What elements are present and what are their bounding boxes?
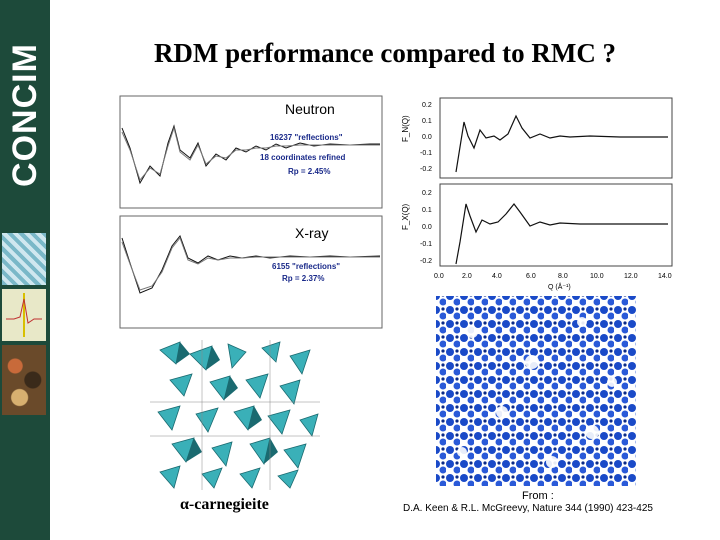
- carnegieite-caption: α-carnegieite: [180, 496, 269, 513]
- sidebar-banner: CONCIM 2003: [0, 0, 84, 540]
- xtick: 14.0: [658, 273, 672, 280]
- xlabel: Q (Å⁻¹): [548, 282, 571, 291]
- bottom-ytick: -0.1: [420, 241, 432, 248]
- neutron-stat-1: 16237 "reflections": [270, 133, 343, 142]
- fx-ylabel: F_X(Q): [401, 203, 410, 230]
- from-label: From :: [522, 490, 554, 502]
- top-ytick: 0.0: [422, 134, 432, 141]
- bottom-ytick: -0.2: [420, 258, 432, 265]
- plot-thumbnail-graphic: [6, 293, 42, 337]
- rmc-model-image: [432, 292, 640, 490]
- xtick: 6.0: [526, 273, 536, 280]
- top-ytick: -0.1: [420, 150, 432, 157]
- concim-logo: CONCIM 2003: [6, 43, 84, 187]
- xray-stat-2: Rp = 2.37%: [282, 274, 324, 283]
- rmc-fq-plots: F_N(Q) F_X(Q) 0.2 0.1 0.0 -0.1 -0.2 0.2 …: [401, 97, 673, 291]
- top-ytick: 0.2: [422, 102, 432, 109]
- neutron-stat-3: Rp = 2.45%: [288, 167, 330, 176]
- xtick: 10.0: [590, 273, 604, 280]
- xtick: 0.0: [434, 273, 444, 280]
- xray-stat-1: 6155 "reflections": [272, 262, 340, 271]
- xtick: 4.0: [492, 273, 502, 280]
- minerals-thumbnail: [2, 345, 46, 415]
- structure-thumbnail: [2, 233, 46, 285]
- rmc-fq-panel: F_N(Q) F_X(Q) 0.2 0.1 0.0 -0.1 -0.2 0.2 …: [400, 92, 685, 292]
- rdm-fit-panel: Neutron 16237 "reflections" 18 coordinat…: [100, 88, 390, 336]
- top-ytick: -0.2: [420, 166, 432, 173]
- slide-title: RDM performance compared to RMC ?: [153, 38, 617, 68]
- bottom-ytick: 0.1: [422, 207, 432, 214]
- fn-ylabel: F_N(Q): [401, 115, 410, 142]
- plot-thumbnail: [2, 289, 46, 341]
- xray-label: X-ray: [295, 225, 328, 241]
- neutron-stat-2: 18 coordinates refined: [260, 153, 345, 162]
- xtick: 8.0: [558, 273, 568, 280]
- citation: D.A. Keen & R.L. McGreevy, Nature 344 (1…: [403, 503, 653, 514]
- xtick: 2.0: [462, 273, 472, 280]
- neutron-label: Neutron: [285, 101, 335, 117]
- top-ytick: 0.1: [422, 118, 432, 125]
- bottom-ytick: 0.0: [422, 224, 432, 231]
- polyhedra-graphic: [150, 340, 320, 490]
- bottom-ytick: 0.2: [422, 190, 432, 197]
- xtick: 12.0: [624, 273, 638, 280]
- atom-model-graphic: [436, 296, 636, 486]
- rdm-fit-plots: Neutron 16237 "reflections" 18 coordinat…: [119, 95, 383, 329]
- carnegieite-structure-image: [150, 340, 320, 490]
